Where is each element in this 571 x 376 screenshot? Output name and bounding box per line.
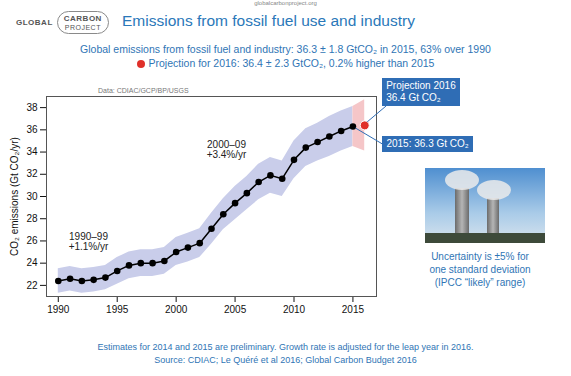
svg-text:1990–99+1.1%/yr: 1990–99+1.1%/yr	[69, 231, 109, 252]
svg-text:2010: 2010	[283, 304, 306, 315]
html-text:Estimates for 2014 and 2015 ar: Estimates for 2014 and 2015 are prelimin…	[97, 342, 474, 352]
svg-text:28: 28	[26, 213, 38, 224]
html-text:Projection 2016 36.4 Gt CO₂: Projection 2016 36.4 Gt CO₂	[386, 79, 456, 103]
html-text:globalcarbonproject.org: globalcarbonproject.org	[254, 0, 317, 6]
svg-text:2000: 2000	[165, 304, 188, 315]
html-text:2015: 36.3 Gt CO₂: 2015: 36.3 Gt CO₂	[386, 138, 469, 149]
html-text:CARBON: CARBON	[63, 14, 102, 23]
html-text:(IPCC “likely” range): (IPCC “likely” range)	[434, 277, 526, 288]
svg-text:38: 38	[26, 102, 38, 113]
html-text:Uncertainty is ±5% for: Uncertainty is ±5% for	[431, 251, 529, 262]
svg-text:2000–09+3.4%/yr: 2000–09+3.4%/yr	[207, 139, 247, 160]
svg-text:2005: 2005	[224, 304, 247, 315]
svg-text:32: 32	[26, 168, 38, 179]
html-text:Data: CDIAC/GCP/BP/USGS: Data: CDIAC/GCP/BP/USGS	[98, 87, 189, 94]
html-text:Global emissions from fossil f: Global emissions from fossil fuel and in…	[80, 43, 491, 55]
html-text:one standard deviation: one standard deviation	[429, 264, 531, 275]
svg-text:1990: 1990	[47, 304, 70, 315]
svg-text:36: 36	[26, 124, 38, 135]
html-text:Projection for 2016: 36.4 ± 2.: Projection for 2016: 36.4 ± 2.3 GtCO₂, 0…	[148, 57, 435, 69]
svg-text:2015: 2015	[342, 304, 365, 315]
html-text:PROJECT: PROJECT	[64, 24, 101, 31]
svg-text:30: 30	[26, 191, 38, 202]
svg-text:26: 26	[26, 235, 38, 246]
svg-text:CO₂ emissions (Gt CO₂/yr): CO₂ emissions (Gt CO₂/yr)	[9, 137, 20, 256]
svg-text:24: 24	[26, 257, 38, 268]
svg-text:1995: 1995	[106, 304, 129, 315]
svg-text:22: 22	[26, 280, 38, 291]
html-text:GLOBAL: GLOBAL	[16, 18, 53, 27]
html-text:Emissions from fossil fuel use: Emissions from fossil fuel use and indus…	[122, 12, 415, 29]
svg-text:34: 34	[26, 146, 38, 157]
html-text:Source: CDIAC; Le Quéré et al: Source: CDIAC; Le Quéré et al 2016; Glob…	[154, 355, 417, 365]
